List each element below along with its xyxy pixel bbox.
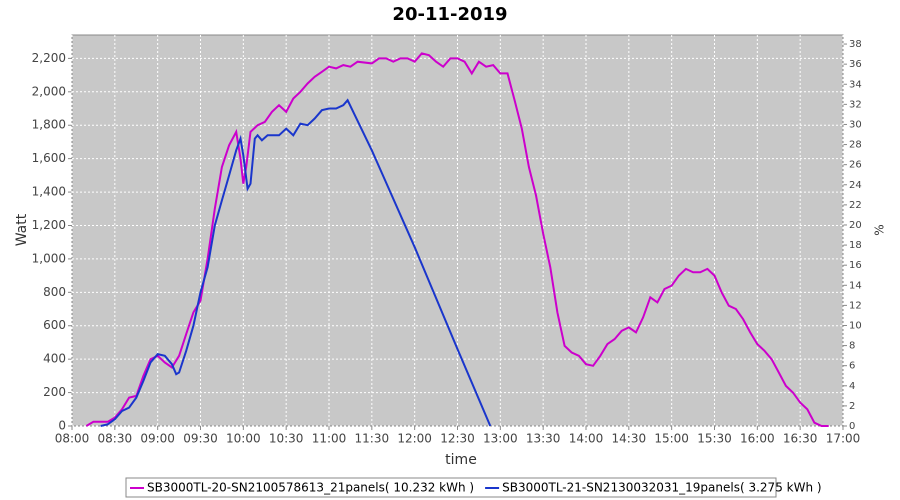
x-tick-label: 15:00 [654,432,689,446]
x-tick-label: 12:00 [397,432,432,446]
x-tick-label: 08:30 [98,432,133,446]
y-axis-label: Watt [14,213,30,246]
y2-tick-label: 38 [849,39,862,50]
y2-tick-label: 4 [849,381,855,392]
y-tick-label: 1,000 [32,251,66,265]
y2-tick-label: 0 [849,421,855,432]
x-tick-label: 09:00 [140,432,175,446]
y2-tick-label: 8 [849,341,855,352]
y-tick-label: 800 [43,285,66,299]
x-tick-label: 16:00 [740,432,775,446]
x-axis-label: time [445,452,477,468]
y2-tick-label: 2 [849,401,855,412]
y-tick-label: 1,200 [32,218,66,232]
x-tick-label: 11:00 [312,432,347,446]
y-tick-label: 1,400 [32,185,66,199]
y-tick-label: 0 [58,419,66,433]
x-tick-label: 14:30 [612,432,647,446]
y-tick-label: 1,800 [32,118,66,132]
y-tick-label: 2,000 [32,84,66,98]
y-tick-label: 200 [43,385,66,399]
x-tick-label: 13:00 [483,432,518,446]
x-tick-label: 09:30 [183,432,218,446]
x-tick-label: 14:00 [569,432,604,446]
y-tick-label: 2,200 [32,51,66,65]
y2-tick-label: 10 [849,320,862,331]
y2-tick-label: 14 [849,280,862,291]
y2-axis-label: % [873,224,887,235]
y2-tick-label: 28 [849,140,862,151]
y-tick-label: 600 [43,318,66,332]
legend-label: SB3000TL-20-SN2100578613_21panels( 10.23… [147,481,474,495]
x-tick-label: 11:30 [355,432,390,446]
y2-tick-label: 36 [849,59,862,70]
y-tick-label: 1,600 [32,151,66,165]
x-tick-label: 13:30 [526,432,561,446]
y2-tick-label: 6 [849,361,855,372]
x-tick-label: 10:00 [226,432,261,446]
y2-tick-label: 18 [849,240,862,251]
x-tick-label: 12:30 [440,432,475,446]
y2-tick-label: 12 [849,300,862,311]
y2-tick-label: 22 [849,200,862,211]
y2-tick-label: 24 [849,180,862,191]
x-tick-label: 08:00 [55,432,90,446]
y2-tick-label: 30 [849,119,862,130]
x-tick-label: 16:30 [783,432,818,446]
legend [125,477,777,498]
series-line [100,98,492,427]
x-tick-label: 15:30 [697,432,732,446]
x-tick-label: 17:00 [826,432,861,446]
y2-tick-label: 26 [849,160,862,171]
y2-tick-label: 32 [849,99,862,110]
series-line [85,52,829,427]
x-tick-label: 10:30 [269,432,304,446]
y2-tick-label: 20 [849,220,862,231]
y-tick-label: 400 [43,352,66,366]
legend-label: SB3000TL-21-SN2130032031_19panels( 3.275… [502,481,821,495]
y2-tick-label: 16 [849,260,862,271]
y2-tick-label: 34 [849,79,862,90]
chart-title: 20-11-2019 [392,4,507,25]
